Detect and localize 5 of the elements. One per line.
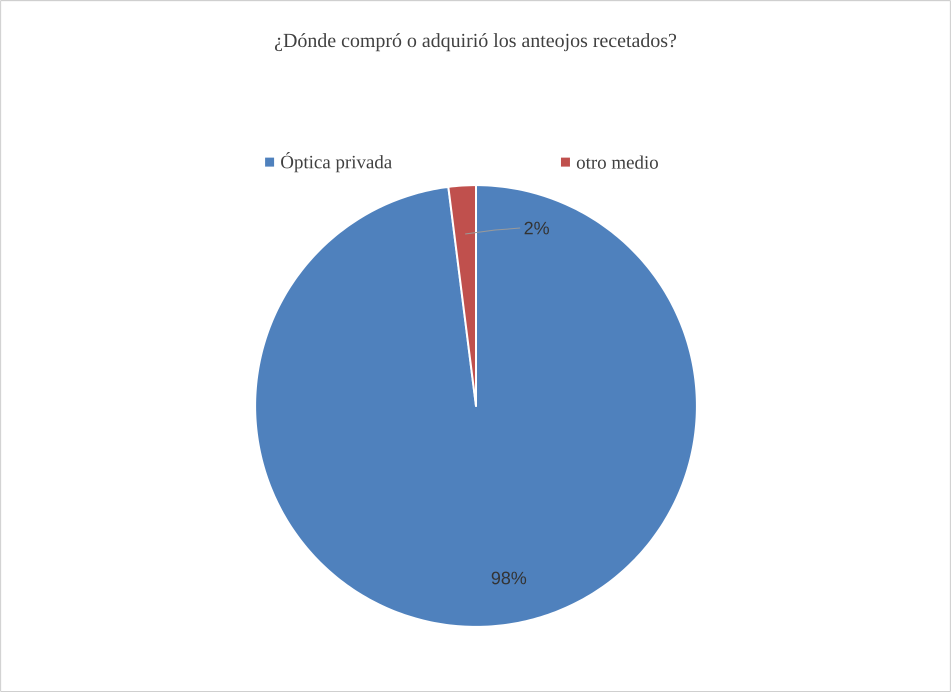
legend-label: Óptica privada — [281, 152, 392, 172]
data-label: 2% — [524, 222, 549, 234]
data-label: 98% — [492, 572, 526, 584]
legend-label: otro medio — [576, 155, 658, 169]
chart-title: ¿Dónde compró o adquirió los anteojos recetados? — [274, 33, 676, 52]
